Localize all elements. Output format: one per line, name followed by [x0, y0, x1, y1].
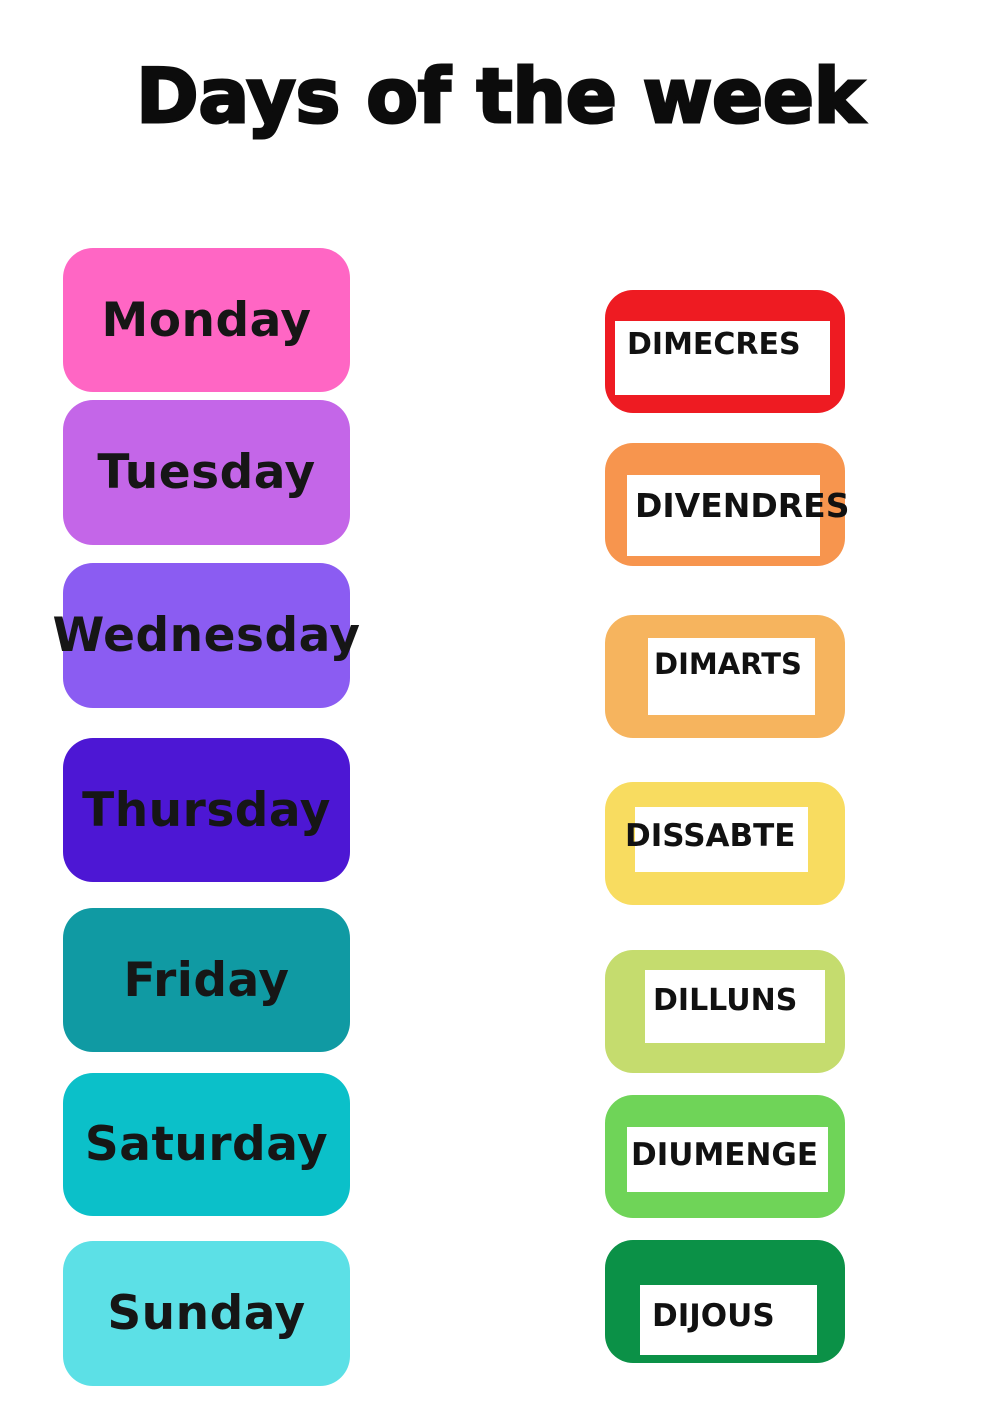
day-card[interactable]: Tuesday	[63, 400, 350, 545]
answer-input-box[interactable]: DIVENDRES	[627, 475, 849, 556]
answer-text: DIMECRES	[627, 327, 801, 362]
answer-text: DIUMENGE	[631, 1137, 819, 1173]
answer-text: DISSABTE	[625, 818, 796, 854]
day-card[interactable]: Thursday	[63, 738, 350, 882]
day-card-label: Sunday	[107, 1286, 306, 1341]
day-card[interactable]: Wednesday	[52, 563, 360, 708]
answer-input-box[interactable]: DISSABTE	[625, 807, 808, 872]
answer-text: DIVENDRES	[635, 486, 850, 525]
day-card-label: Monday	[101, 292, 312, 348]
day-card[interactable]: Sunday	[63, 1241, 350, 1386]
answer-text: DIMARTS	[654, 647, 802, 681]
answer-card: DIJOUS	[605, 1240, 845, 1363]
answer-card: DISSABTE	[605, 782, 845, 905]
answer-text: DIJOUS	[652, 1298, 775, 1334]
day-card[interactable]: Friday	[63, 908, 350, 1052]
day-card-label: Wednesday	[52, 608, 361, 663]
day-card[interactable]: Monday	[63, 248, 350, 392]
day-card-label: Saturday	[84, 1117, 329, 1172]
day-card-label: Friday	[123, 952, 290, 1008]
page-title: Days of the week	[135, 51, 866, 142]
day-card-label: Thursday	[82, 782, 331, 838]
answer-card: DIMECRES	[605, 290, 845, 413]
answer-input-box[interactable]: DIJOUS	[640, 1285, 817, 1355]
answer-card: DIVENDRES	[605, 443, 849, 566]
answer-input-box[interactable]: DILLUNS	[645, 970, 825, 1043]
answer-card: DIUMENGE	[605, 1095, 845, 1218]
answer-text: DILLUNS	[653, 983, 798, 1018]
answer-card: DIMARTS	[605, 615, 845, 738]
answer-input-box[interactable]: DIMECRES	[615, 321, 830, 395]
day-card[interactable]: Saturday	[63, 1073, 350, 1216]
answer-card: DILLUNS	[605, 950, 845, 1073]
answer-input-box[interactable]: DIUMENGE	[627, 1127, 828, 1192]
day-card-label: Tuesday	[97, 445, 316, 500]
answer-input-box[interactable]: DIMARTS	[648, 638, 815, 715]
